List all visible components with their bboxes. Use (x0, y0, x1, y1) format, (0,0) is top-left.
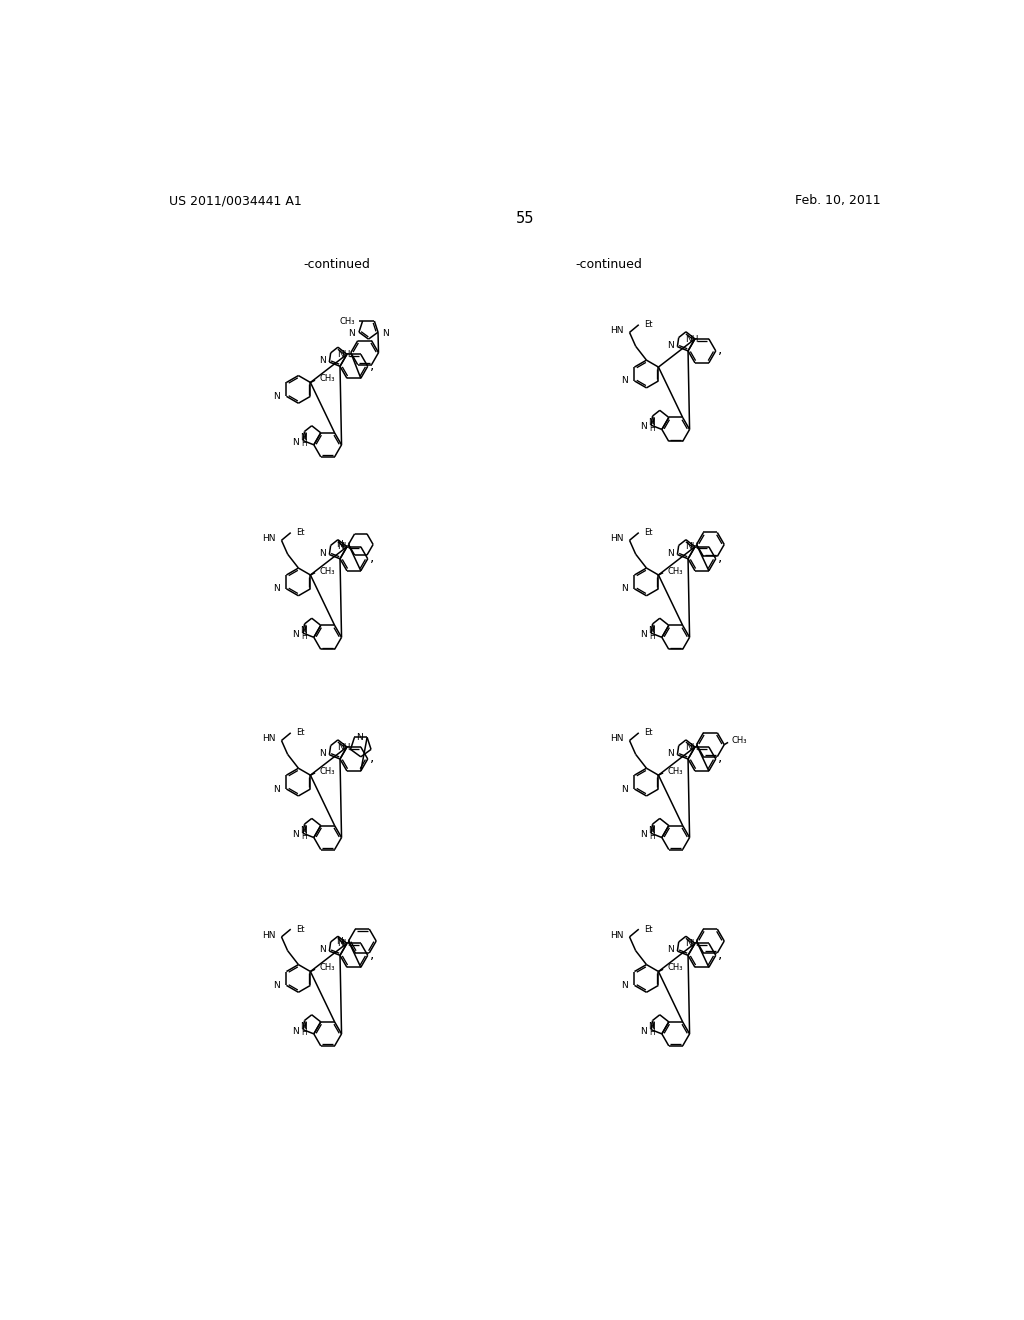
Text: ,: , (718, 342, 723, 356)
Text: Et: Et (296, 528, 304, 537)
Text: N: N (648, 417, 655, 426)
Text: N: N (318, 356, 326, 366)
Text: N: N (273, 784, 281, 793)
Text: Et: Et (644, 528, 652, 537)
Text: ,: , (370, 751, 375, 764)
Text: N: N (648, 826, 655, 834)
Text: Et: Et (644, 321, 652, 329)
Text: Et: Et (644, 925, 652, 933)
Text: H: H (301, 440, 306, 449)
Text: CH₃: CH₃ (319, 767, 335, 776)
Text: N: N (667, 341, 674, 350)
Text: N: N (667, 748, 674, 758)
Text: N: N (300, 826, 307, 834)
Text: H: H (649, 832, 654, 841)
Text: HN: HN (610, 535, 624, 544)
Text: N: N (640, 830, 646, 840)
Text: CH₃: CH₃ (732, 737, 748, 746)
Text: Et: Et (296, 729, 304, 738)
Text: N: N (622, 784, 629, 793)
Text: NH: NH (337, 939, 350, 948)
Text: N: N (292, 630, 299, 639)
Text: N: N (273, 585, 281, 593)
Text: CH₃: CH₃ (319, 566, 335, 576)
Text: HN: HN (262, 535, 275, 544)
Text: CH₃: CH₃ (319, 374, 335, 383)
Text: N: N (355, 733, 362, 742)
Text: CH₃: CH₃ (668, 566, 683, 576)
Text: NH: NH (685, 334, 698, 343)
Text: N: N (382, 329, 389, 338)
Text: HN: HN (610, 734, 624, 743)
Text: 55: 55 (515, 211, 535, 226)
Text: N: N (292, 1027, 299, 1036)
Text: ,: , (718, 550, 723, 564)
Text: N: N (336, 540, 343, 549)
Text: N: N (648, 1022, 655, 1031)
Text: HN: HN (262, 931, 275, 940)
Text: N: N (336, 936, 343, 945)
Text: H: H (301, 632, 306, 640)
Text: US 2011/0034441 A1: US 2011/0034441 A1 (169, 194, 302, 207)
Text: ,: , (718, 751, 723, 764)
Text: N: N (273, 392, 281, 401)
Text: HN: HN (610, 326, 624, 335)
Text: NH: NH (685, 939, 698, 948)
Text: CH₃: CH₃ (668, 767, 683, 776)
Text: N: N (640, 1027, 646, 1036)
Text: N: N (318, 549, 326, 557)
Text: H: H (301, 832, 306, 841)
Text: ,: , (370, 358, 375, 372)
Text: N: N (667, 945, 674, 954)
Text: NH: NH (337, 743, 350, 751)
Text: H: H (301, 1028, 306, 1038)
Text: Et: Et (644, 729, 652, 738)
Text: N: N (648, 626, 655, 635)
Text: N: N (292, 830, 299, 840)
Text: NH: NH (337, 350, 350, 359)
Text: H: H (649, 424, 654, 433)
Text: ,: , (370, 550, 375, 564)
Text: HN: HN (262, 734, 275, 743)
Text: -continued: -continued (575, 259, 642, 271)
Text: Et: Et (296, 925, 304, 933)
Text: NH: NH (685, 543, 698, 552)
Text: ,: , (718, 946, 723, 961)
Text: Feb. 10, 2011: Feb. 10, 2011 (795, 194, 881, 207)
Text: ,: , (370, 946, 375, 961)
Text: CH₃: CH₃ (668, 964, 683, 972)
Text: N: N (622, 585, 629, 593)
Text: N: N (300, 626, 307, 635)
Text: N: N (622, 376, 629, 385)
Text: N: N (300, 433, 307, 442)
Text: N: N (640, 422, 646, 432)
Text: H: H (649, 632, 654, 640)
Text: HN: HN (610, 931, 624, 940)
Text: N: N (348, 329, 355, 338)
Text: N: N (667, 549, 674, 557)
Text: NH: NH (337, 543, 350, 552)
Text: N: N (300, 1022, 307, 1031)
Text: NH: NH (685, 743, 698, 751)
Text: N: N (622, 981, 629, 990)
Text: N: N (273, 981, 281, 990)
Text: N: N (640, 630, 646, 639)
Text: N: N (318, 945, 326, 954)
Text: N: N (292, 438, 299, 446)
Text: CH₃: CH₃ (339, 317, 355, 326)
Text: CH₃: CH₃ (319, 964, 335, 972)
Text: N: N (318, 748, 326, 758)
Text: -continued: -continued (304, 259, 371, 271)
Text: H: H (649, 1028, 654, 1038)
